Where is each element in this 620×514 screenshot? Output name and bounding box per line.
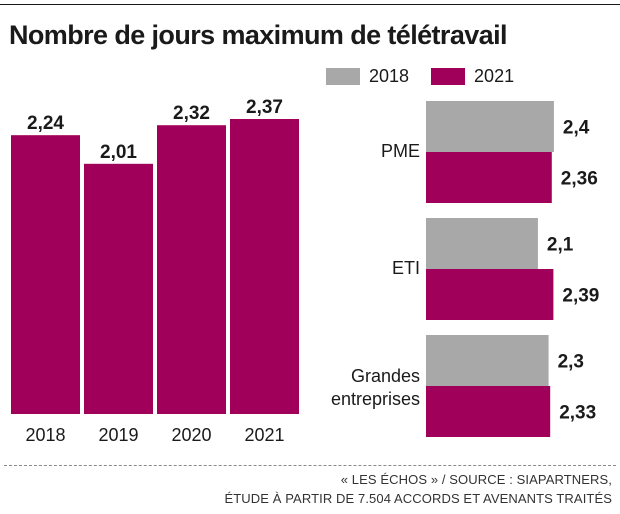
category-label-grandes-entreprises-1: Grandes: [351, 366, 420, 386]
legend-item-2018: 2018: [326, 66, 409, 87]
hbar-grandes-entreprises-2021: [426, 386, 551, 437]
hbar-grandes-entreprises-2018: [426, 335, 549, 386]
top-rule: [0, 4, 620, 5]
hbar-pme-2018: [426, 101, 554, 152]
bar-2018: [11, 135, 80, 414]
legend: 2018 2021: [326, 66, 536, 86]
category-label-grandes-entreprises-2: entreprises: [331, 389, 420, 409]
legend-swatch-2018: [326, 67, 360, 85]
category-label-pme: PME: [381, 141, 420, 161]
legend-label-2021: 2021: [474, 65, 515, 86]
chart-title: Nombre de jours maximum de télétravail: [9, 20, 507, 50]
source-line-1: « LES ÉCHOS » / SOURCE : SIAPARTNERS,: [340, 472, 612, 487]
hbar-eti-2018: [426, 218, 538, 269]
hbar-eti-2021: [426, 269, 554, 320]
x-tick-label-2020: 2020: [171, 425, 211, 445]
x-tick-label-2018: 2018: [25, 425, 65, 445]
source-line-2: ÉTUDE À PARTIR DE 7.504 ACCORDS ET AVENA…: [224, 491, 612, 506]
category-label-eti: ETI: [392, 258, 420, 278]
hbar-label-grandes-entreprises-2018: 2,3: [558, 352, 584, 373]
hbar-pme-2021: [426, 152, 552, 203]
hbar-label-eti-2021: 2,39: [562, 286, 599, 307]
hbar-label-eti-2018: 2,1: [547, 235, 574, 256]
hbar-label-pme-2018: 2,4: [563, 118, 590, 139]
legend-item-2021: 2021: [431, 66, 514, 87]
data-label-2020: 2,32: [173, 103, 210, 124]
bar-2020: [157, 125, 226, 414]
data-label-2018: 2,24: [27, 113, 64, 134]
footer-divider: [4, 465, 616, 466]
x-tick-label-2019: 2019: [98, 425, 138, 445]
legend-swatch-2021: [431, 67, 466, 85]
legend-label-2018: 2018: [369, 65, 410, 86]
bar-2021: [230, 119, 299, 414]
hbar-label-grandes-entreprises-2021: 2,33: [559, 403, 596, 424]
hbar-label-pme-2021: 2,36: [561, 169, 598, 190]
bar-2019: [84, 163, 153, 414]
data-label-2021: 2,37: [246, 97, 283, 118]
data-label-2019: 2,01: [100, 142, 137, 163]
x-tick-label-2021: 2021: [244, 425, 284, 445]
